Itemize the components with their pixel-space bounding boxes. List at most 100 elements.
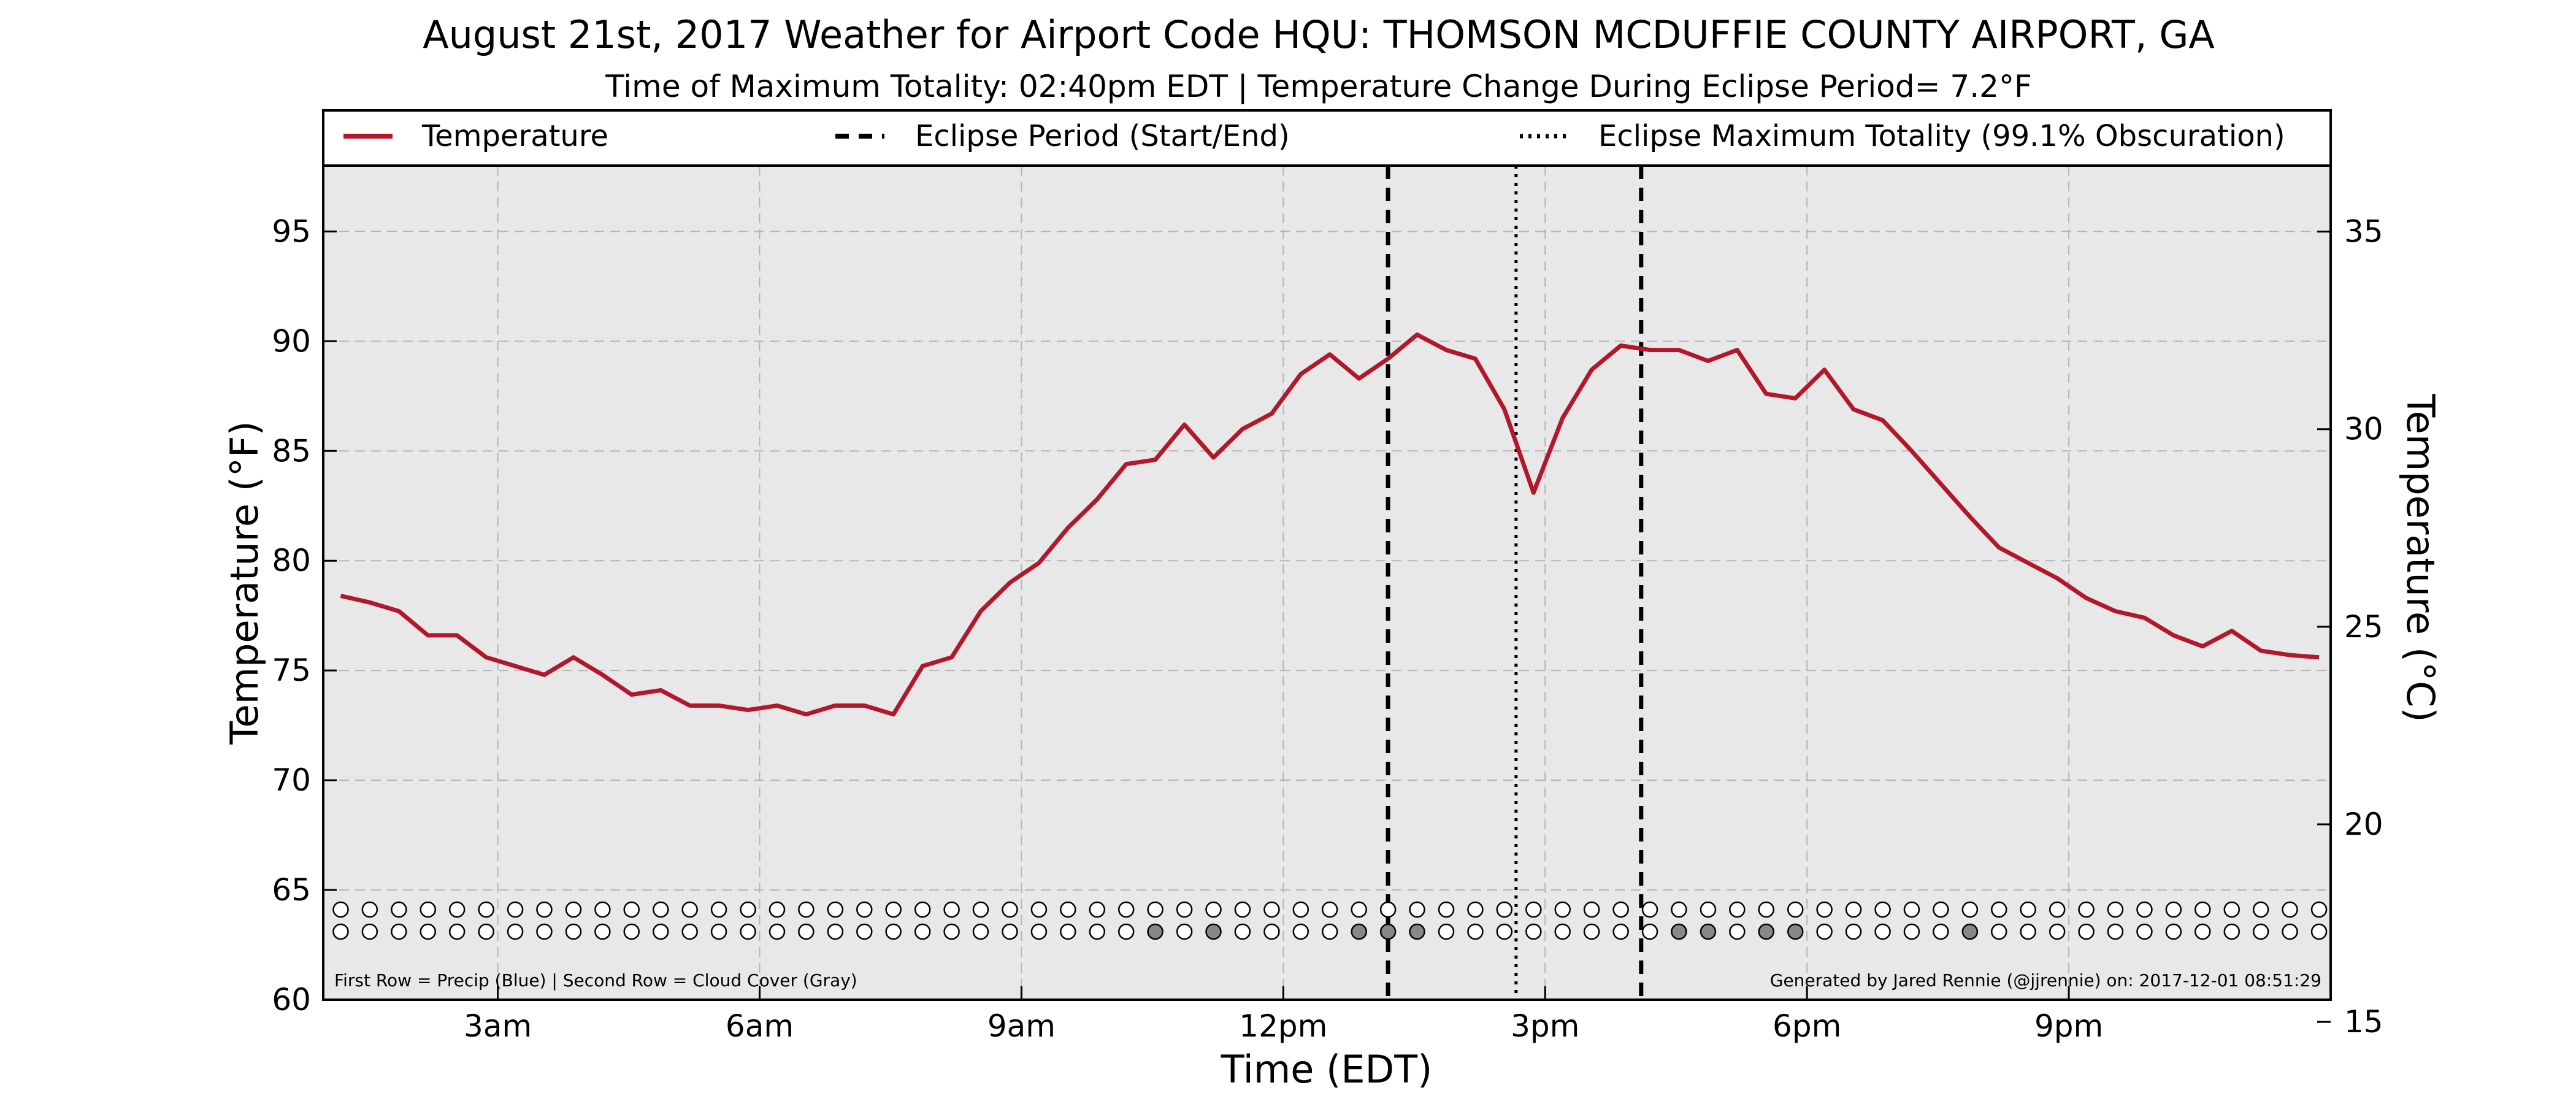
cloud-marker	[361, 923, 378, 940]
precip-marker	[1321, 901, 1338, 918]
cloud-marker	[1467, 923, 1484, 940]
cloud-marker	[972, 923, 989, 940]
y-tick-label: 75	[272, 653, 311, 688]
legend-label-eclipse-max: Eclipse Maximum Totality (99.1% Obscurat…	[1598, 119, 2285, 153]
precip-marker	[710, 901, 727, 918]
precip-marker	[856, 901, 873, 918]
cloud-marker	[1990, 923, 2007, 940]
precip-marker	[943, 901, 960, 918]
legend: Temperature Eclipse Period (Start/End) E…	[322, 109, 2332, 167]
precip-marker	[2049, 901, 2066, 918]
precip-marker	[478, 901, 494, 918]
cloud-marker	[1030, 923, 1048, 940]
x-axis: 3am 6am 9am 12pm 3pm 6pm 9pm	[464, 986, 2103, 1044]
precip-marker	[914, 901, 931, 918]
cloud-marker	[2252, 923, 2269, 940]
cloud-marker	[2078, 923, 2095, 940]
precip-marker	[1060, 901, 1076, 918]
cloud-marker	[1438, 923, 1455, 940]
cloud-marker	[1787, 923, 1804, 940]
x-tick-label: 9am	[987, 1008, 1056, 1044]
precip-marker	[1961, 901, 1979, 918]
cloud-marker	[1263, 923, 1280, 940]
cloud-marker	[1147, 923, 1163, 940]
cloud-marker	[332, 923, 349, 940]
precip-marker	[623, 901, 640, 918]
cloud-marker	[1060, 923, 1076, 940]
precip-marker	[391, 901, 407, 918]
precip-marker	[769, 901, 786, 918]
x-tick-label: 12pm	[1239, 1008, 1327, 1044]
cloud-marker	[1903, 923, 1920, 940]
cloud-marker	[391, 923, 407, 940]
cloud-marker	[448, 923, 466, 940]
y-tick-label: 70	[272, 762, 311, 798]
y-axis-label-left: Temperature (°F)	[222, 421, 267, 745]
cloud-marker	[2049, 923, 2066, 940]
y-tick-label: 85	[272, 433, 311, 469]
precip-marker	[2223, 901, 2241, 918]
precip-marker	[1816, 901, 1833, 918]
cloud-marker	[507, 923, 524, 940]
precip-marker	[1874, 901, 1891, 918]
cloud-marker	[1292, 923, 1309, 940]
precip-marker	[1612, 901, 1629, 918]
cloud-marker	[1234, 923, 1251, 940]
cloud-marker	[2223, 923, 2241, 940]
precip-marker	[594, 901, 611, 918]
precip-marker	[2252, 901, 2269, 918]
cloud-marker	[1205, 923, 1222, 940]
y-axis-left: 60 65 70 75 80 85 90 95	[272, 213, 337, 1018]
cloud-marker	[827, 923, 844, 940]
precip-marker	[332, 901, 349, 918]
precip-marker	[2020, 901, 2036, 918]
chart-title: August 21st, 2017 Weather for Airport Co…	[423, 12, 2215, 57]
footnote-left: First Row = Precip (Blue) | Second Row =…	[334, 970, 857, 991]
weather-marker-rows	[332, 901, 2328, 940]
precip-marker	[1234, 901, 1251, 918]
precip-marker	[1933, 901, 1949, 918]
cloud-marker	[653, 923, 669, 940]
cloud-marker	[1816, 923, 1833, 940]
cloud-marker	[1671, 923, 1687, 940]
precip-marker	[2194, 901, 2211, 918]
cloud-marker	[1409, 923, 1425, 940]
precip-marker	[1467, 901, 1484, 918]
cloud-marker	[1933, 923, 1949, 940]
precip-marker	[1758, 901, 1774, 918]
precip-marker	[1263, 901, 1280, 918]
cloud-marker	[914, 923, 931, 940]
cloud-marker	[943, 923, 960, 940]
precip-marker	[2282, 901, 2298, 918]
precip-marker	[2136, 901, 2153, 918]
cloud-marker	[1117, 923, 1135, 940]
cloud-marker	[1729, 923, 1746, 940]
precip-marker	[653, 901, 669, 918]
precip-marker	[2165, 901, 2182, 918]
cloud-marker	[536, 923, 553, 940]
precip-marker	[1147, 901, 1163, 918]
precip-marker	[1990, 901, 2007, 918]
precip-marker	[2310, 901, 2328, 918]
precip-marker	[361, 901, 378, 918]
cloud-marker	[2194, 923, 2211, 940]
grid-lines	[323, 166, 2331, 1000]
temperature-line	[340, 332, 2320, 717]
precip-marker	[565, 901, 582, 918]
cloud-marker	[681, 923, 698, 940]
precip-marker	[1700, 901, 1717, 918]
cloud-marker	[1525, 923, 1542, 940]
cloud-marker	[1321, 923, 1338, 940]
precip-marker	[740, 901, 756, 918]
precip-marker	[1438, 901, 1455, 918]
x-axis-label: Time (EDT)	[1221, 1047, 1433, 1092]
precip-marker	[1409, 901, 1425, 918]
y-tick-label: 95	[272, 213, 311, 249]
y-tick-label: 90	[272, 323, 311, 359]
cloud-marker	[1351, 923, 1367, 940]
cloud-marker	[1641, 923, 1658, 940]
cloud-marker	[2020, 923, 2036, 940]
precip-marker	[1583, 901, 1600, 918]
precip-marker	[420, 901, 437, 918]
